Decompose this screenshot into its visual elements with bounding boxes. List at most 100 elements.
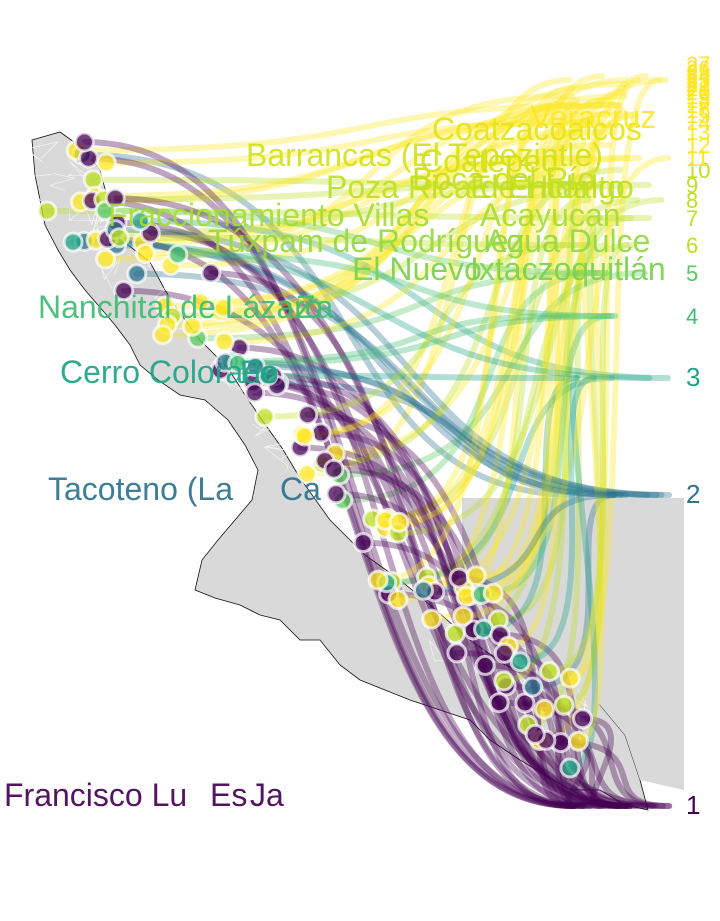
flow-line [304, 77, 573, 477]
flow-line [44, 208, 653, 221]
flow-line [480, 375, 580, 633]
rank-label: 17 [686, 93, 710, 118]
locality-point [388, 511, 410, 533]
flow-line [389, 242, 637, 585]
flow-line [425, 112, 640, 589]
locality-point [104, 187, 126, 209]
flow-line [194, 270, 609, 342]
flow-line [490, 102, 581, 597]
rank-label: 25 [686, 60, 710, 85]
locality-point [482, 582, 504, 604]
flow-line [301, 102, 567, 439]
rank-label: 10 [686, 158, 710, 183]
flow-line [92, 119, 597, 200]
place-label: Es [210, 777, 247, 813]
municipal-border [341, 511, 358, 529]
flow-line [318, 429, 605, 809]
flow-line [298, 77, 629, 437]
flow-line [505, 97, 580, 650]
rank-label: 16 [686, 98, 710, 123]
flow-line [112, 182, 602, 236]
locality-point [294, 425, 315, 447]
flow-line [319, 167, 624, 467]
flow-line [102, 155, 577, 263]
flow-line [382, 107, 626, 532]
flow-line [120, 287, 659, 809]
rank-label: 23 [686, 68, 710, 93]
municipal-border [101, 258, 121, 289]
flow-line [116, 234, 594, 248]
flow-line [112, 226, 665, 498]
flow-line [221, 155, 643, 345]
rank-label: 8 [686, 188, 698, 213]
flow-line [460, 97, 604, 591]
locality-point [213, 331, 235, 353]
rank-label: 26 [686, 56, 710, 81]
flow-line [139, 102, 621, 246]
locality-points [36, 131, 594, 779]
flow-line [332, 77, 669, 457]
rank-labels: 1234567891011121314151617181920212223242… [686, 52, 710, 820]
locality-point [108, 227, 130, 249]
locality-point [95, 248, 117, 270]
flow-line [495, 242, 610, 623]
locality-point [95, 152, 117, 174]
place-label: Ca [280, 471, 321, 507]
flow-line [73, 102, 620, 154]
locality-point [167, 244, 189, 265]
flow-line [261, 242, 579, 420]
locality-point [325, 483, 347, 505]
flow-line [536, 77, 663, 744]
locality-point [568, 730, 589, 752]
municipal-border [359, 492, 386, 512]
rank-label: 5 [686, 261, 698, 286]
municipal-border [177, 263, 206, 290]
locality-point [227, 353, 249, 374]
flow-line [207, 270, 586, 809]
municipal-border [481, 641, 498, 654]
flow-line [567, 119, 608, 682]
rank-label: 2 [686, 479, 700, 509]
flow-line [396, 73, 606, 526]
flow-line [79, 151, 580, 498]
place-label: Boca del Río [412, 161, 595, 197]
flow-line [102, 207, 610, 276]
flow-line [85, 155, 589, 809]
flow-line [383, 375, 615, 586]
rank-label: 19 [686, 84, 710, 109]
flow-line [169, 182, 652, 320]
locality-point [152, 324, 174, 346]
locality-point [352, 532, 374, 554]
place-label: Poza Rica de Hidalgo [326, 169, 634, 205]
rank-label: 7 [686, 206, 698, 231]
municipal-border [324, 493, 340, 507]
flow-line [167, 129, 617, 269]
place-label: Cerro Colorado [60, 354, 279, 390]
locality-point [73, 131, 95, 153]
rank-label: 13 [686, 120, 710, 145]
locality-point [488, 692, 510, 714]
locality-point [323, 458, 345, 480]
flow-line [384, 85, 576, 522]
place-label: Nanchital de Lázaro [38, 289, 323, 325]
rank-label: 11 [686, 146, 709, 171]
place-label: Fraccionamiento Villas [108, 197, 429, 233]
neighbour-landmass [462, 498, 684, 790]
locality-point [387, 589, 409, 611]
locality-point [524, 723, 546, 745]
rank-label: 24 [686, 64, 710, 89]
locality-point [181, 315, 203, 337]
rank-label: 15 [686, 103, 710, 128]
flow-line [561, 215, 604, 709]
locality-point [522, 676, 544, 698]
flow-line [382, 97, 613, 524]
flow-line [227, 313, 570, 365]
place-label: Barrancas (El Tepezintle) [246, 137, 603, 173]
rank-label: 22 [686, 72, 710, 97]
locality-point [296, 463, 318, 485]
locality-point [509, 651, 531, 673]
place-label: El Nuevo [352, 251, 482, 287]
locality-point [553, 694, 575, 716]
flow-line [236, 344, 630, 809]
